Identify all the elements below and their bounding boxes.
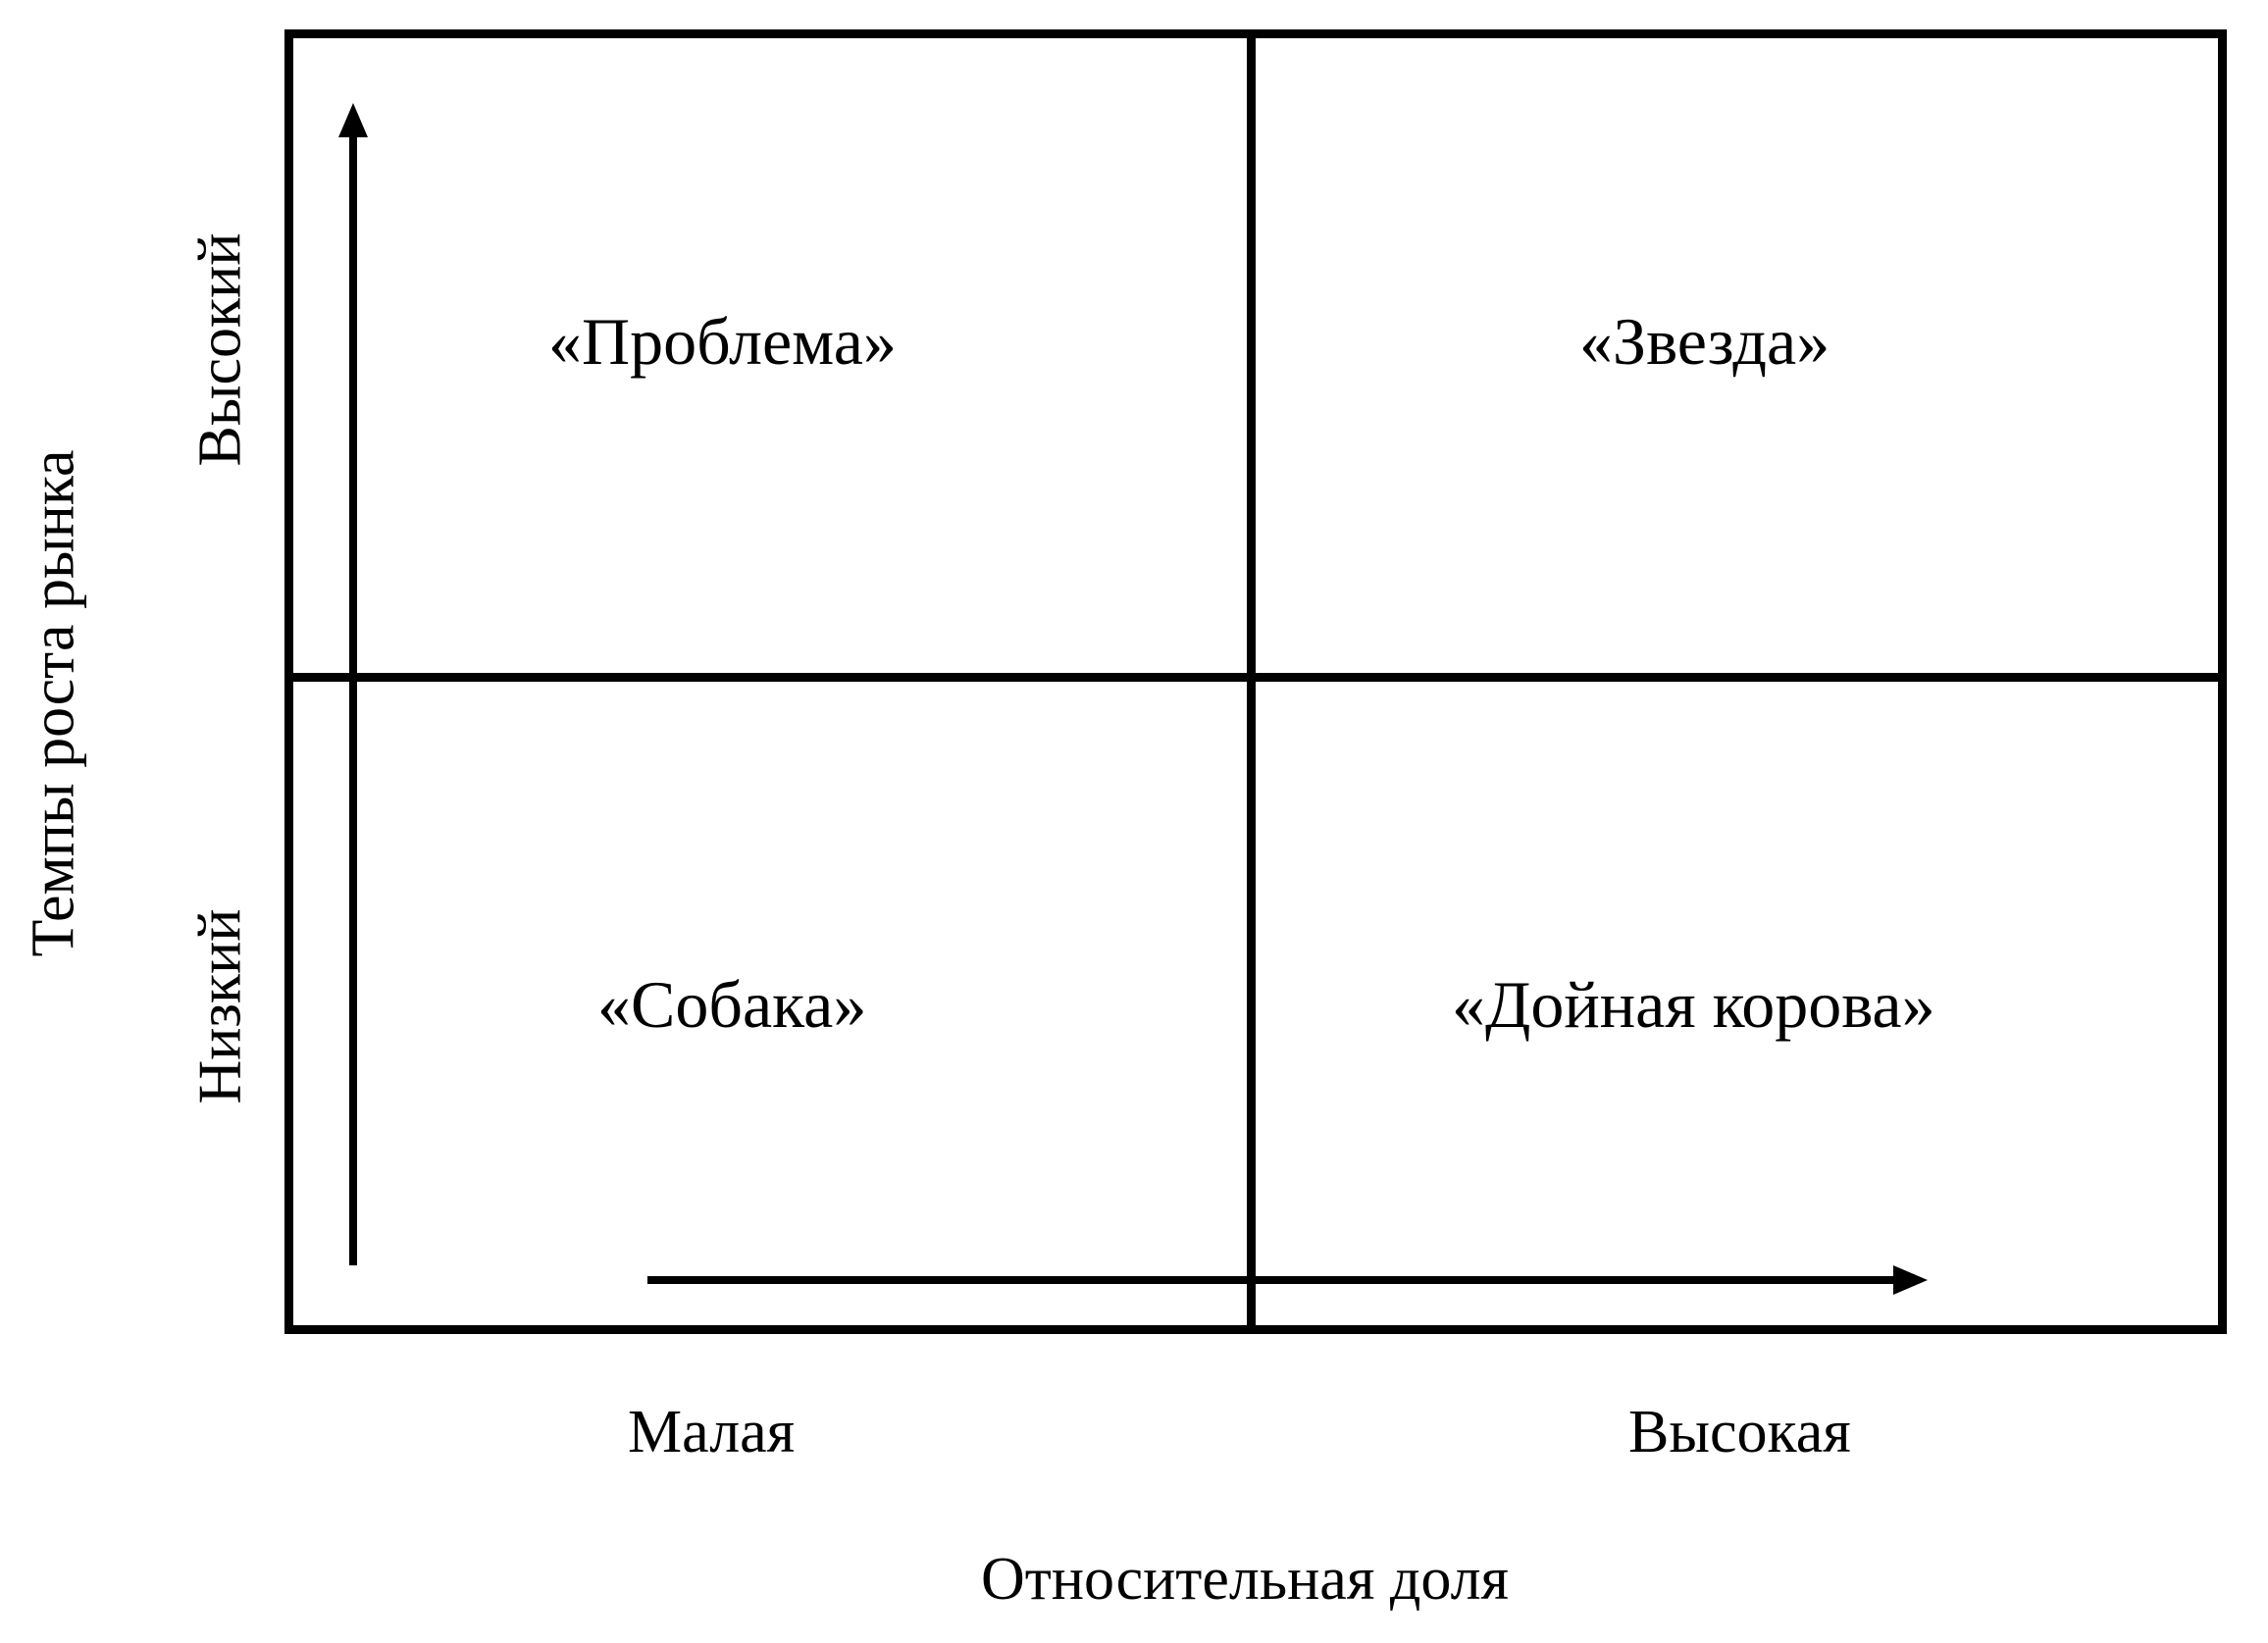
matrix-grid: «Проблема» «Звезда» «Собака» «Дойная кор… xyxy=(284,29,2227,1334)
quadrant-top-right-label: «Звезда» xyxy=(1579,303,1830,381)
x-axis-high-label: Высокая xyxy=(1628,1398,1851,1467)
y-axis-title: Темпы роста рынка xyxy=(20,408,89,957)
matrix-bottom-row: «Собака» «Дойная корова» xyxy=(293,682,2218,1325)
y-axis-arrow xyxy=(334,103,373,1265)
quadrant-top-left: «Проблема» xyxy=(293,38,1256,673)
quadrant-bottom-left: «Собака» xyxy=(293,682,1256,1325)
y-axis-high-label: Высокий xyxy=(186,212,256,467)
x-axis-low-label: Малая xyxy=(628,1398,795,1467)
x-axis-arrow xyxy=(647,1260,1928,1300)
quadrant-bottom-right-label: «Дойная корова» xyxy=(1452,966,1935,1044)
quadrant-bottom-right: «Дойная корова» xyxy=(1256,682,2218,1325)
quadrant-top-right: «Звезда» xyxy=(1256,38,2218,673)
quadrant-bottom-left-label: «Собака» xyxy=(597,966,866,1044)
x-axis-title: Относительная доля xyxy=(981,1545,1509,1615)
bcg-matrix-diagram: Темпы роста рынка Высокий Низкий «Пробле… xyxy=(0,0,2268,1643)
matrix-top-row: «Проблема» «Звезда» xyxy=(293,38,2218,682)
y-axis-low-label: Низкий xyxy=(186,879,256,1104)
quadrant-top-left-label: «Проблема» xyxy=(548,303,897,381)
